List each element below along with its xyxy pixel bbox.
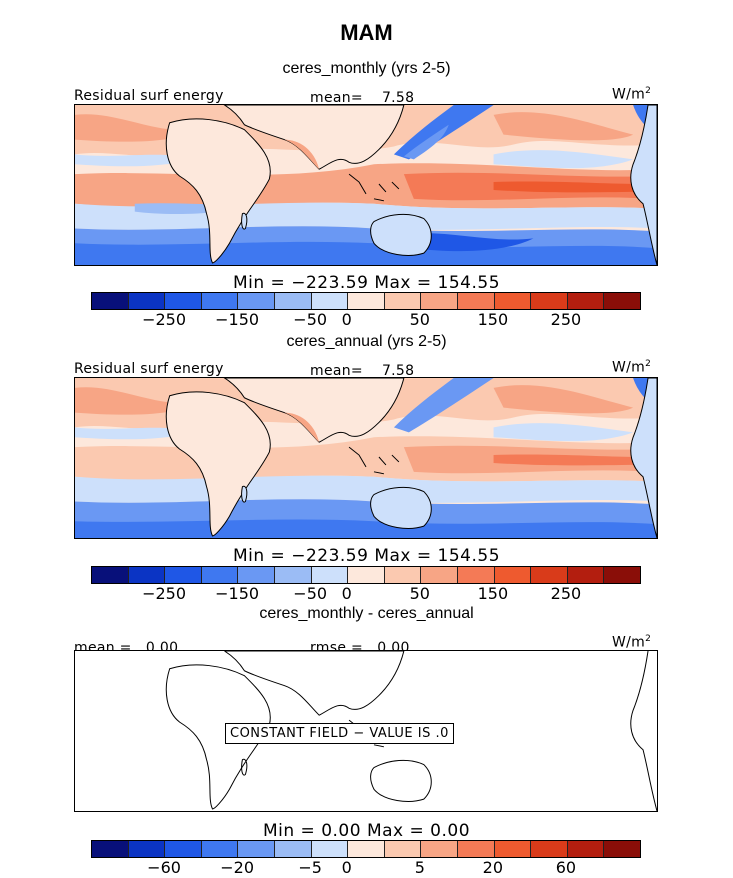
panel-1-variable-label: Residual surf energy bbox=[74, 88, 224, 104]
colorbar-swatch bbox=[92, 841, 129, 857]
colorbar-tick-label: 0 bbox=[341, 584, 352, 603]
colorbar-tick-label: 50 bbox=[409, 310, 430, 329]
panel-1-mean: mean= 7.58 bbox=[310, 90, 415, 106]
colorbar-swatch bbox=[604, 841, 640, 857]
panel-1-colorbar bbox=[91, 292, 641, 310]
colorbar-swatch bbox=[274, 567, 312, 583]
colorbar-tick-label: −60 bbox=[147, 858, 181, 877]
panel-3-colorbar bbox=[91, 840, 641, 858]
colorbar-swatch bbox=[604, 293, 640, 309]
colorbar-swatch bbox=[421, 841, 458, 857]
panel-3-min-max: Min = 0.00 Max = 0.00 bbox=[262, 821, 471, 841]
colorbar-swatch bbox=[128, 293, 166, 309]
colorbar-swatch bbox=[311, 293, 349, 309]
colorbar-swatch bbox=[384, 567, 422, 583]
colorbar-swatch bbox=[238, 293, 275, 309]
colorbar-swatch bbox=[274, 293, 312, 309]
colorbar-tick-label: −150 bbox=[215, 584, 260, 603]
panel-3-constant-field-note: CONSTANT FIELD − VALUE IS .0 bbox=[225, 723, 454, 744]
panel-2-subtitle: ceres_annual (yrs 2-5) bbox=[286, 333, 447, 350]
colorbar-tick-label: 250 bbox=[550, 310, 582, 329]
colorbar-swatch bbox=[494, 293, 532, 309]
colorbar-swatch bbox=[494, 567, 532, 583]
colorbar-swatch bbox=[238, 841, 275, 857]
panel-2-units: W/m2 bbox=[612, 359, 652, 376]
panel-3-subtitle: ceres_monthly - ceres_annual bbox=[259, 605, 474, 622]
panel-2-variable-label: Residual surf energy bbox=[74, 361, 224, 377]
colorbar-swatch bbox=[457, 567, 495, 583]
panel-2-colorbar-ticks: −250 −150 −50 0 50 150 250 bbox=[91, 584, 639, 604]
colorbar-tick-label: 60 bbox=[555, 858, 577, 877]
colorbar-tick-label: 0 bbox=[341, 858, 352, 877]
colorbar-swatch bbox=[92, 567, 129, 583]
panel-1-min-max: Min = −223.59 Max = 154.55 bbox=[232, 273, 501, 293]
colorbar-tick-label: −50 bbox=[293, 310, 328, 329]
colorbar-tick-label: 0 bbox=[341, 310, 352, 329]
colorbar-swatch bbox=[311, 841, 349, 857]
colorbar-swatch bbox=[92, 293, 129, 309]
colorbar-tick-label: −5 bbox=[298, 858, 322, 877]
panel-2-map bbox=[74, 377, 658, 539]
colorbar-tick-label: −50 bbox=[293, 584, 328, 603]
colorbar-tick-label: −150 bbox=[215, 310, 260, 329]
panel-1-field bbox=[75, 105, 657, 265]
colorbar-swatch bbox=[531, 841, 568, 857]
colorbar-swatch bbox=[128, 841, 166, 857]
colorbar-swatch bbox=[567, 841, 605, 857]
colorbar-tick-label: 250 bbox=[550, 584, 582, 603]
panel-1-map bbox=[74, 104, 658, 266]
panel-1-subtitle: ceres_monthly (yrs 2-5) bbox=[282, 60, 451, 77]
colorbar-tick-label: 5 bbox=[414, 858, 425, 877]
colorbar-swatch bbox=[238, 567, 275, 583]
colorbar-tick-label: 150 bbox=[477, 310, 509, 329]
colorbar-swatch bbox=[531, 293, 568, 309]
colorbar-swatch bbox=[457, 293, 495, 309]
panel-3-colorbar-ticks: −60 −20 −5 0 5 20 60 bbox=[91, 858, 639, 878]
colorbar-tick-label: −250 bbox=[142, 310, 187, 329]
colorbar-swatch bbox=[494, 841, 532, 857]
panel-2-colorbar bbox=[91, 566, 641, 584]
colorbar-tick-label: 150 bbox=[477, 584, 509, 603]
colorbar-swatch bbox=[567, 567, 605, 583]
panel-2-mean: mean= 7.58 bbox=[310, 363, 415, 379]
colorbar-tick-label: −20 bbox=[220, 858, 255, 877]
colorbar-swatch bbox=[311, 567, 349, 583]
colorbar-swatch bbox=[348, 293, 385, 309]
colorbar-swatch bbox=[165, 293, 202, 309]
panel-2-min-max: Min = −223.59 Max = 154.55 bbox=[232, 546, 501, 566]
colorbar-swatch bbox=[421, 567, 458, 583]
colorbar-swatch bbox=[165, 567, 202, 583]
colorbar-tick-label: 50 bbox=[409, 584, 430, 603]
colorbar-swatch bbox=[421, 293, 458, 309]
colorbar-swatch bbox=[348, 567, 385, 583]
colorbar-swatch bbox=[128, 567, 166, 583]
colorbar-swatch bbox=[201, 567, 239, 583]
figure-title: MAM bbox=[340, 20, 393, 45]
panel-1-units: W/m2 bbox=[612, 86, 652, 103]
colorbar-swatch bbox=[348, 841, 385, 857]
colorbar-swatch bbox=[531, 567, 568, 583]
colorbar-swatch bbox=[384, 293, 422, 309]
colorbar-tick-label: 20 bbox=[482, 858, 504, 877]
colorbar-swatch bbox=[604, 567, 640, 583]
colorbar-swatch bbox=[567, 293, 605, 309]
colorbar-swatch bbox=[201, 841, 239, 857]
colorbar-swatch bbox=[457, 841, 495, 857]
colorbar-swatch bbox=[384, 841, 422, 857]
colorbar-swatch bbox=[201, 293, 239, 309]
panel-1-colorbar-ticks: −250 −150 −50 0 50 150 250 bbox=[91, 310, 639, 330]
colorbar-swatch bbox=[274, 841, 312, 857]
panel-3-units: W/m2 bbox=[612, 634, 652, 651]
colorbar-tick-label: −250 bbox=[142, 584, 187, 603]
panel-2-field bbox=[75, 378, 657, 538]
colorbar-swatch bbox=[165, 841, 202, 857]
